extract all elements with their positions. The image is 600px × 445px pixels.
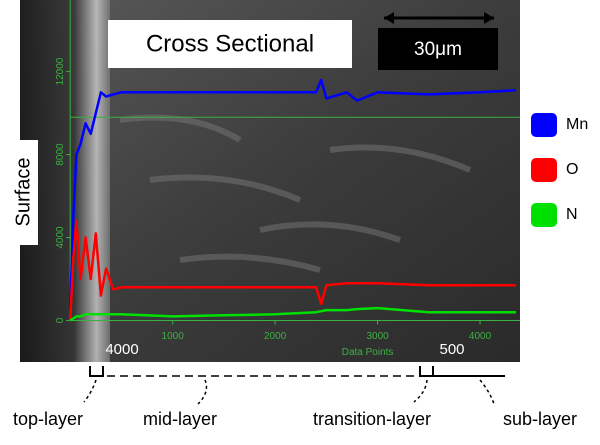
x-axis-label: Data Points — [342, 347, 394, 358]
layer-label: mid-layer — [143, 409, 217, 429]
legend-swatch — [531, 158, 557, 182]
y-tick-label: 12000 — [55, 57, 66, 85]
legend-label: Mn — [566, 116, 588, 133]
y-tick-label: 4000 — [55, 226, 66, 249]
scale-label: 30μm — [414, 39, 462, 60]
bracket — [90, 366, 103, 376]
x-tick-label: 3000 — [366, 331, 389, 342]
pointer — [84, 380, 494, 404]
layer-label: transition-layer — [313, 409, 431, 429]
y-tick-label: 8000 — [55, 143, 66, 166]
chart-title: Cross Sectional — [146, 30, 314, 57]
layer-label: sub-layer — [503, 409, 577, 429]
x-tick-label: 1000 — [162, 331, 185, 342]
legend-label: N — [566, 206, 578, 223]
x-tick-label: 4000 — [469, 331, 492, 342]
legend-label: O — [566, 161, 578, 178]
y-tick-label: 0 — [55, 317, 66, 323]
annotation: 500 — [439, 341, 464, 358]
legend-swatch — [531, 203, 557, 227]
x-tick-label: 2000 — [264, 331, 287, 342]
bracket — [420, 366, 433, 376]
annotation: 4000 — [105, 341, 138, 358]
layer-label: top-layer — [13, 409, 83, 429]
side-label: Surface — [12, 158, 34, 227]
figure: Cross Sectional 30μm Surface 1000 2000 300… — [0, 0, 600, 445]
legend-swatch — [531, 113, 557, 137]
